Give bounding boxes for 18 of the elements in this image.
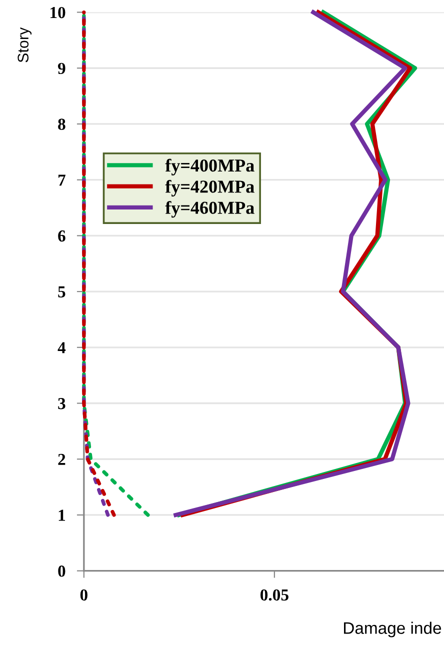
y-tick-label: 8 <box>58 118 66 130</box>
y-tick-label: 0 <box>58 566 66 577</box>
y-tick-label: 3 <box>58 398 66 410</box>
legend-label: fy=400MPa <box>165 158 254 176</box>
y-tick-label: 2 <box>58 454 66 465</box>
x-tick-label: 0.05 <box>260 589 288 601</box>
y-tick-label: 7 <box>58 174 66 186</box>
legend-label: fy=420MPa <box>165 180 254 197</box>
legend-label: fy=460MPa <box>165 201 254 218</box>
y-tick-label: 10 <box>50 6 66 18</box>
y-axis-title: Story <box>18 27 32 62</box>
y-tick-label: 9 <box>58 62 66 74</box>
y-tick-label: 1 <box>58 510 65 521</box>
line-series <box>82 10 116 517</box>
x-axis-title: Damage inde <box>344 622 442 638</box>
y-tick-label: 5 <box>58 286 66 298</box>
y-tick-label: 4 <box>58 342 66 354</box>
y-tick-label: 6 <box>58 230 66 242</box>
